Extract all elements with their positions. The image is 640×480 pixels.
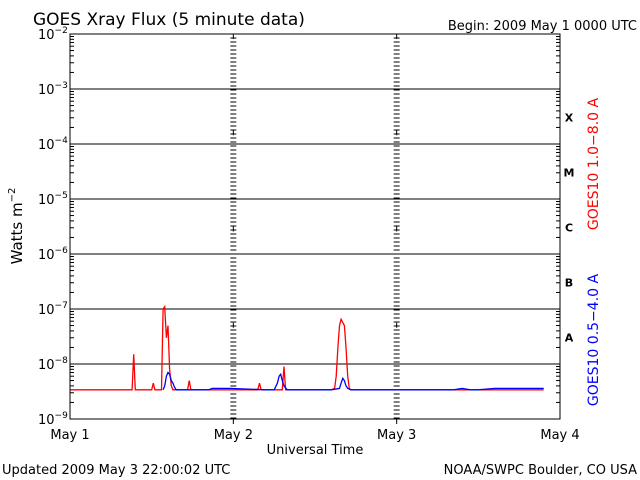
- x-tick-label: May 3: [377, 428, 416, 443]
- y-tick-label: 10−9: [38, 411, 68, 428]
- y-tick-label: 10−8: [38, 356, 68, 373]
- flare-class-labels: X M C B A: [564, 112, 575, 345]
- y-tick-exponent: −8: [55, 356, 69, 366]
- y-tick-exponent: −2: [55, 26, 68, 36]
- plot-frame: [69, 33, 561, 420]
- y-tick-base: 10: [38, 248, 55, 263]
- y-tick-exponent: −3: [55, 81, 68, 91]
- y-tick-base: 10: [38, 138, 55, 153]
- y-tick-exponent: −6: [55, 246, 69, 256]
- updated-timestamp: Updated 2009 May 3 22:00:02 UTC: [2, 463, 230, 478]
- y-tick-exponent: −5: [55, 191, 68, 201]
- x-tick-label: May 1: [50, 428, 89, 443]
- y-tick-exponent: −4: [55, 136, 69, 146]
- x-tick-label: May 2: [214, 428, 253, 443]
- series-line-0: [70, 304, 544, 391]
- source-credit: NOAA/SWPC Boulder, CO USA: [444, 463, 637, 478]
- y-tick-exponent: −9: [55, 411, 69, 421]
- series-layer: [70, 304, 544, 391]
- y-tick-base: 10: [38, 413, 55, 428]
- y-tick-base: 10: [38, 193, 55, 208]
- y-tick-label: 10−7: [38, 301, 68, 318]
- y-tick-base: 10: [38, 358, 55, 373]
- series-line-1: [162, 371, 544, 391]
- y-tick-label: 10−3: [38, 81, 68, 98]
- y-axis-label: Watts m−2: [7, 188, 26, 265]
- legend-series-1: GOES10 0.5−4.0 A: [586, 274, 602, 407]
- legend-series-0: GOES10 1.0−8.0 A: [586, 98, 602, 231]
- y-tick-label: 10−2: [38, 26, 68, 43]
- flare-class-B: B: [565, 277, 573, 290]
- flare-class-M: M: [564, 167, 575, 180]
- y-tick-label: 10−5: [38, 191, 68, 208]
- y-tick-label: 10−4: [38, 136, 68, 153]
- svg-text:Watts m−2: Watts m−2: [7, 188, 26, 265]
- flare-class-X: X: [565, 112, 574, 125]
- flare-class-A: A: [565, 332, 574, 345]
- y-axis-label-base: Watts m: [8, 202, 26, 264]
- flare-class-C: C: [565, 222, 573, 235]
- x-axis-label: Universal Time: [267, 443, 364, 458]
- begin-timestamp: Begin: 2009 May 1 0000 UTC: [448, 19, 637, 34]
- legend: GOES10 1.0−8.0 A GOES10 0.5−4.0 A: [586, 98, 602, 407]
- y-tick-base: 10: [38, 28, 55, 43]
- y-tick-label: 10−6: [38, 246, 68, 263]
- y-tick-exponent: −7: [55, 301, 68, 311]
- grid: [70, 34, 560, 424]
- y-tick-base: 10: [38, 83, 55, 98]
- x-tick-label: May 4: [540, 428, 579, 443]
- chart-title: GOES Xray Flux (5 minute data): [33, 10, 305, 30]
- y-axis-label-exponent: −2: [7, 188, 18, 203]
- y-tick-base: 10: [38, 303, 55, 318]
